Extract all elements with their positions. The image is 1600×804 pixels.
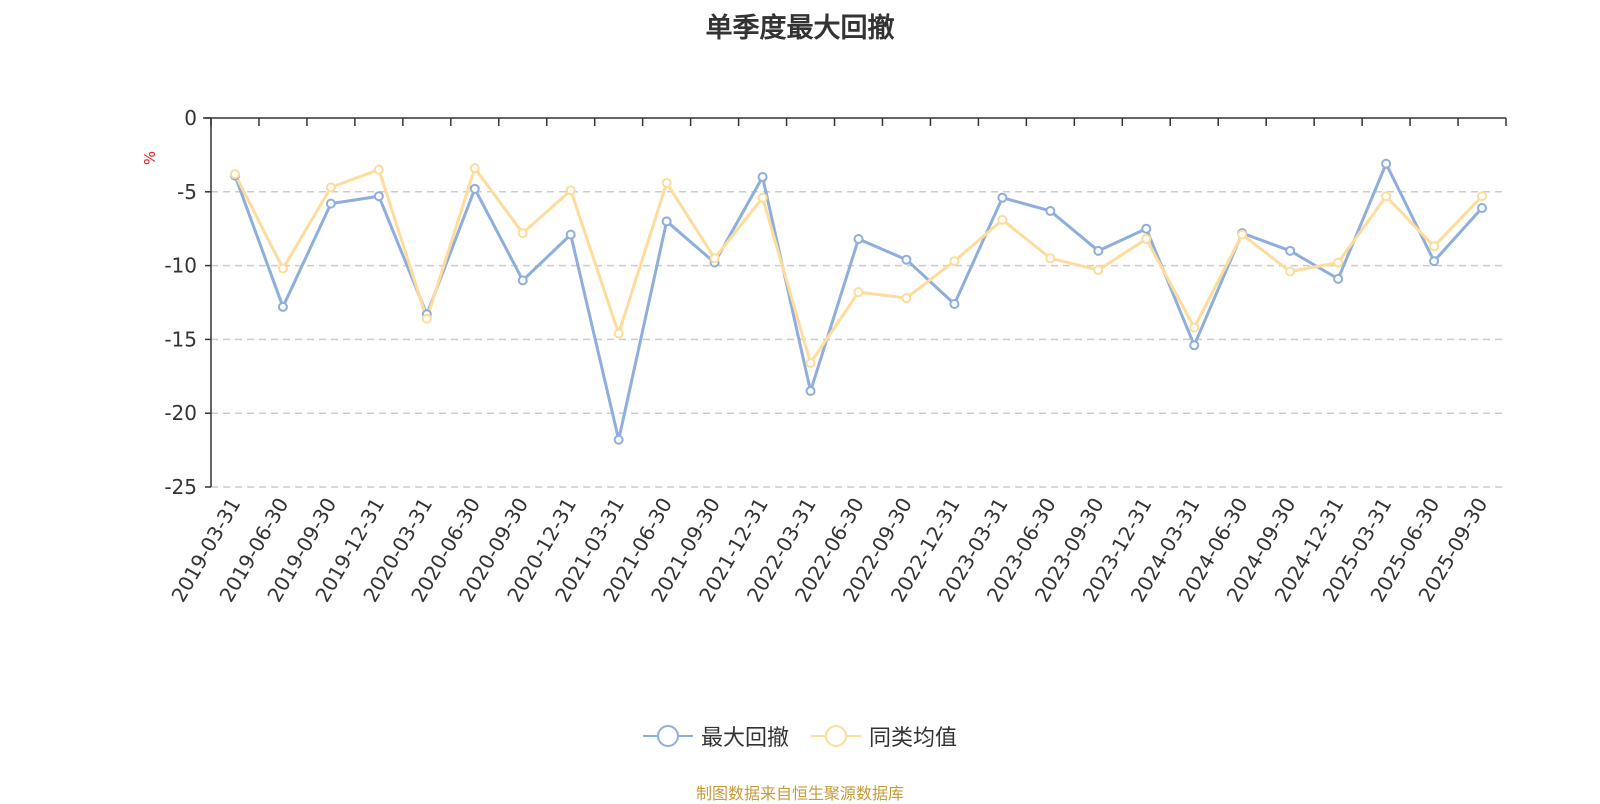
- series-2-point-18: [1093, 265, 1104, 276]
- series-2-point-8: [613, 328, 624, 339]
- series-1-point-5: [469, 183, 480, 194]
- series-2-point-3: [373, 164, 384, 175]
- series-1-point-3: [373, 191, 384, 202]
- series-2-point-14: [901, 293, 912, 304]
- legend-item-series-2[interactable]: 同类均值: [811, 720, 957, 752]
- series-2-point-25: [1429, 241, 1440, 252]
- series-2-point-15: [949, 256, 960, 267]
- series-1-point-8: [613, 434, 624, 445]
- series-2-point-26: [1477, 191, 1488, 202]
- series-2-point-24: [1381, 191, 1392, 202]
- series-layer: [229, 158, 1488, 445]
- y-tick-label-2: -10: [164, 254, 197, 278]
- series-2-point-13: [853, 287, 864, 298]
- series-2-point-21: [1237, 229, 1248, 240]
- series-1-point-22: [1285, 245, 1296, 256]
- series-1-point-11: [757, 172, 768, 183]
- series-1-point-7: [565, 229, 576, 240]
- y-tick-label-3: -15: [164, 327, 197, 351]
- series-1-point-16: [997, 192, 1008, 203]
- series-2-point-17: [1045, 253, 1056, 264]
- series-1-point-1: [277, 301, 288, 312]
- series-1-point-13: [853, 234, 864, 245]
- series-2-point-7: [565, 185, 576, 196]
- series-1-point-26: [1477, 203, 1488, 214]
- series-2-point-1: [277, 263, 288, 274]
- y-axis-unit-label: %: [141, 151, 159, 165]
- series-1-point-19: [1141, 223, 1152, 234]
- legend-item-series-1[interactable]: 最大回撤: [642, 720, 789, 752]
- series-1-point-20: [1189, 340, 1200, 351]
- series-2-point-23: [1333, 257, 1344, 268]
- legend-label-series-2: 同类均值: [869, 726, 958, 751]
- series-2-point-11: [757, 192, 768, 203]
- series-2-point-10: [709, 253, 720, 264]
- series-1-point-15: [949, 298, 960, 309]
- source-note: 制图数据来自恒生聚源数据库: [695, 784, 904, 803]
- series-1-point-14: [901, 254, 912, 265]
- series-1-point-17: [1045, 205, 1056, 216]
- y-tick-label-5: -25: [164, 475, 197, 499]
- series-1-point-23: [1333, 273, 1344, 284]
- legend-label-series-1: 最大回撤: [700, 726, 789, 751]
- series-1-point-18: [1093, 245, 1104, 256]
- legend: 最大回撤 同类均值: [0, 720, 1600, 752]
- series-2-point-20: [1189, 322, 1200, 333]
- series-2-point-19: [1141, 234, 1152, 245]
- series-1-point-9: [661, 216, 672, 227]
- series-1-point-25: [1429, 256, 1440, 267]
- chart-title: 单季度最大回撤: [705, 13, 895, 44]
- series-1-point-2: [325, 198, 336, 209]
- series-2-point-6: [517, 228, 528, 239]
- y-tick-label-1: -5: [177, 180, 197, 204]
- series-2-point-22: [1285, 266, 1296, 277]
- series-1-point-6: [517, 275, 528, 286]
- series-2-point-16: [997, 214, 1008, 225]
- series-2-point-2: [325, 182, 336, 193]
- legend-marker-series-2-icon: [811, 725, 861, 747]
- series-2-point-4: [421, 313, 432, 324]
- series-2-point-9: [661, 177, 672, 188]
- series-2-point-5: [469, 163, 480, 174]
- series-2-point-0: [229, 169, 240, 180]
- y-tick-label-0: 0: [184, 106, 197, 130]
- series-2-point-12: [805, 358, 816, 369]
- y-tick-label-4: -20: [164, 401, 197, 425]
- legend-marker-series-1-icon: [642, 725, 693, 747]
- series-1-point-24: [1381, 158, 1392, 169]
- line-chart: 0-5-10-15-20-25%2019-03-312019-06-302019…: [141, 106, 1507, 606]
- series-1-point-12: [805, 386, 816, 397]
